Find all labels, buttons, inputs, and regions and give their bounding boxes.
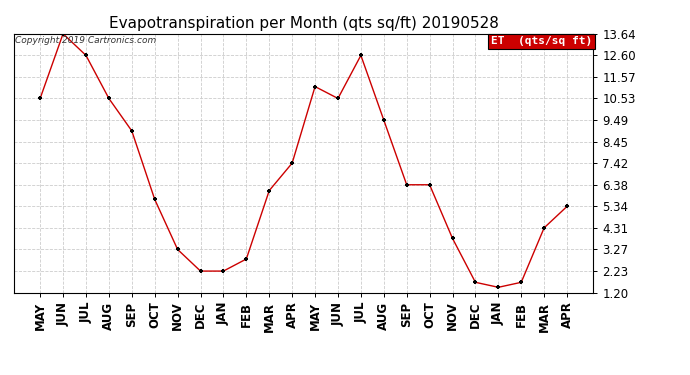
- Point: [401, 182, 412, 188]
- Point: [333, 96, 344, 102]
- Point: [424, 182, 435, 188]
- Text: ET  (qts/sq ft): ET (qts/sq ft): [491, 36, 592, 46]
- Point: [515, 279, 526, 285]
- Point: [562, 203, 573, 209]
- Point: [81, 53, 92, 58]
- Point: [172, 246, 183, 252]
- Point: [57, 31, 68, 37]
- Point: [126, 128, 137, 134]
- Point: [470, 279, 481, 285]
- Point: [149, 196, 160, 202]
- Point: [539, 225, 550, 231]
- Text: Copyright 2019 Cartronics.com: Copyright 2019 Cartronics.com: [15, 36, 156, 45]
- Point: [104, 96, 115, 102]
- Point: [493, 284, 504, 290]
- Point: [218, 268, 229, 274]
- Point: [195, 268, 206, 274]
- Point: [355, 53, 366, 58]
- Point: [447, 236, 458, 242]
- Title: Evapotranspiration per Month (qts sq/ft) 20190528: Evapotranspiration per Month (qts sq/ft)…: [108, 16, 499, 31]
- Point: [310, 84, 321, 90]
- Point: [34, 96, 46, 102]
- Point: [264, 188, 275, 194]
- Point: [378, 117, 389, 123]
- Point: [286, 160, 297, 166]
- Point: [241, 256, 252, 262]
